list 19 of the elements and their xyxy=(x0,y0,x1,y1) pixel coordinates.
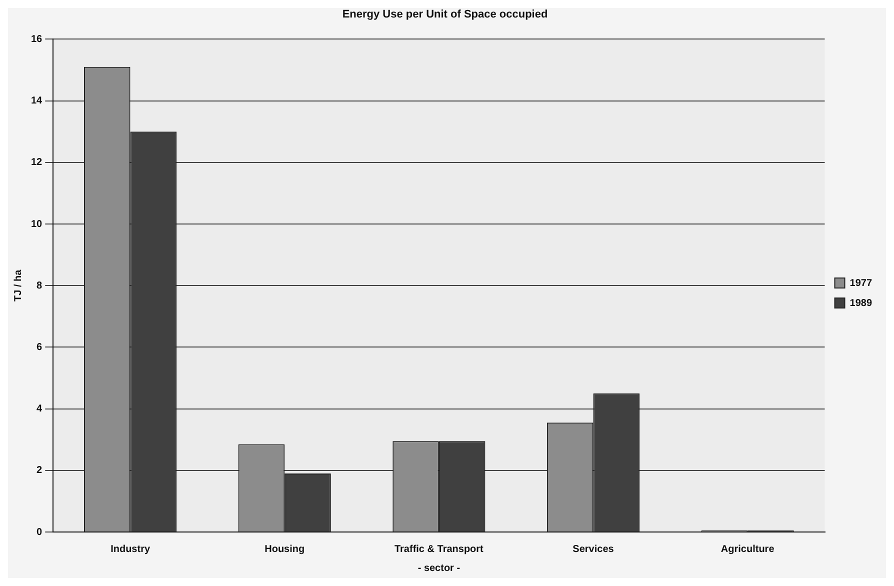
y-tick-label: 2 xyxy=(36,465,43,476)
y-tick-label: 10 xyxy=(31,218,43,230)
x-tick-label: Industry xyxy=(110,544,150,555)
y-tick-label: 0 xyxy=(36,526,43,538)
y-tick-label: 6 xyxy=(36,342,43,353)
y-tick-label: 16 xyxy=(31,34,43,45)
x-axis-title: - sector - xyxy=(418,562,460,574)
legend-label: 1989 xyxy=(850,298,872,309)
x-tick-label: Traffic & Transport xyxy=(394,544,484,555)
y-tick-label: 12 xyxy=(31,157,43,168)
x-tick-label: Services xyxy=(572,544,614,555)
x-tick-label: Housing xyxy=(264,544,305,555)
x-tick-label: Agriculture xyxy=(720,544,775,555)
legend-label: 1977 xyxy=(850,278,872,289)
y-tick-label: 14 xyxy=(31,96,43,107)
y-axis-title: TJ / ha xyxy=(12,269,24,302)
chart-title: Energy Use per Unit of Space occupied xyxy=(342,8,548,21)
y-tick-label: 4 xyxy=(36,404,43,415)
y-tick-label: 8 xyxy=(36,280,43,292)
